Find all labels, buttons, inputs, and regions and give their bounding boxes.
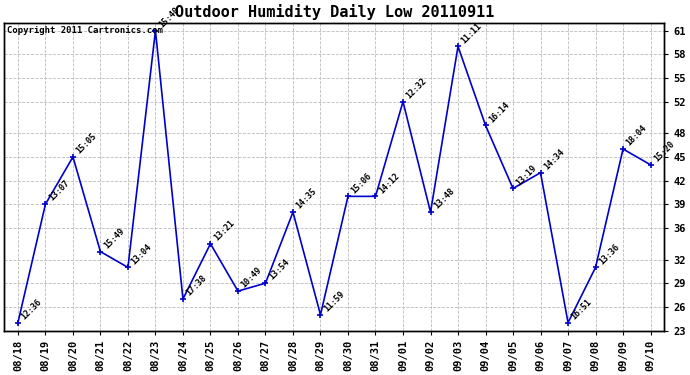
Text: 13:19: 13:19 bbox=[515, 163, 538, 187]
Text: 10:49: 10:49 bbox=[239, 266, 264, 290]
Text: 13:21: 13:21 bbox=[212, 218, 236, 242]
Text: 18:04: 18:04 bbox=[624, 124, 649, 148]
Text: 16:51: 16:51 bbox=[569, 297, 593, 321]
Text: 11:11: 11:11 bbox=[460, 21, 484, 45]
Text: 12:32: 12:32 bbox=[404, 76, 428, 100]
Text: 14:12: 14:12 bbox=[377, 171, 401, 195]
Text: 14:35: 14:35 bbox=[295, 187, 318, 211]
Text: 13:54: 13:54 bbox=[267, 258, 291, 282]
Text: 15:40: 15:40 bbox=[157, 5, 181, 29]
Text: 15:06: 15:06 bbox=[349, 171, 373, 195]
Text: 17:38: 17:38 bbox=[184, 273, 208, 298]
Text: 11:59: 11:59 bbox=[322, 290, 346, 314]
Text: 13:36: 13:36 bbox=[597, 242, 621, 266]
Text: 16:14: 16:14 bbox=[487, 100, 511, 124]
Text: Copyright 2011 Cartronics.com: Copyright 2011 Cartronics.com bbox=[8, 26, 164, 35]
Text: 13:07: 13:07 bbox=[47, 179, 71, 203]
Text: 13:04: 13:04 bbox=[129, 242, 153, 266]
Text: 15:05: 15:05 bbox=[75, 132, 99, 156]
Text: 15:20: 15:20 bbox=[652, 140, 676, 164]
Title: Outdoor Humidity Daily Low 20110911: Outdoor Humidity Daily Low 20110911 bbox=[175, 4, 494, 20]
Text: 13:48: 13:48 bbox=[432, 187, 456, 211]
Text: 15:49: 15:49 bbox=[102, 226, 126, 250]
Text: 12:36: 12:36 bbox=[19, 297, 43, 321]
Text: 14:34: 14:34 bbox=[542, 147, 566, 171]
